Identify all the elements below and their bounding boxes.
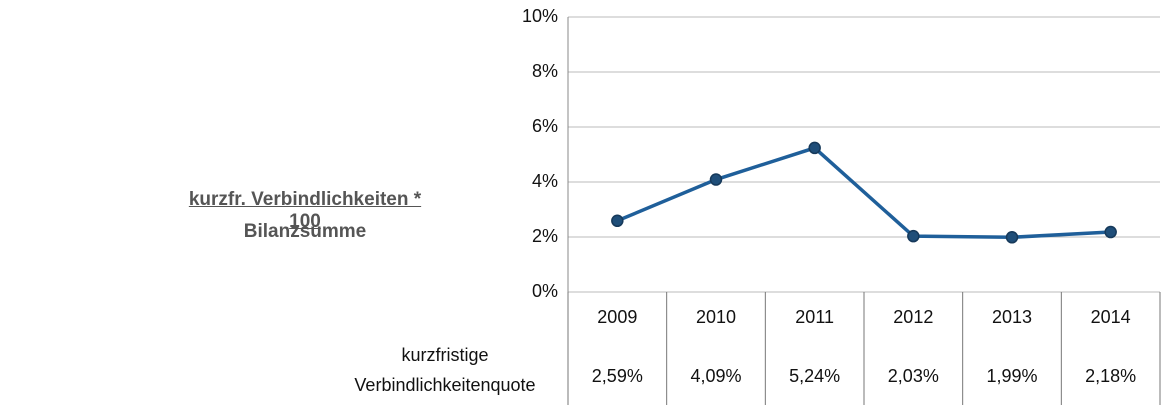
x-tick-label: 2011: [795, 307, 834, 327]
x-tick-label: 2013: [992, 307, 1032, 327]
series-name: kurzfristige Verbindlichkeitenquote: [354, 345, 536, 395]
marker: [808, 141, 821, 155]
value-label: 5,24%: [789, 366, 840, 386]
value-label: 2,18%: [1085, 366, 1136, 386]
value-label: 2,03%: [888, 366, 939, 386]
formula-denominator: Bilanzsumme: [243, 221, 367, 242]
marker: [1104, 225, 1117, 239]
formula-numerator: kurzfr. Verbindlichkeiten * 100: [188, 189, 422, 232]
x-tick-label: 2012: [893, 307, 933, 327]
marker: [907, 229, 920, 243]
y-tick-label: 0%: [532, 281, 558, 301]
x-tick-label: 2009: [597, 307, 637, 327]
marker: [611, 214, 624, 228]
marker: [709, 173, 723, 186]
y-tick-label: 6%: [532, 116, 558, 136]
marker: [1005, 231, 1019, 244]
y-tick-label: 10%: [522, 6, 558, 26]
series-name-box: kurzfristige Verbindlichkeitenquote: [300, 340, 565, 400]
x-tick-label: 2014: [1091, 307, 1131, 327]
y-tick-label: 8%: [532, 61, 558, 81]
value-label: 1,99%: [986, 366, 1037, 386]
value-label: 4,09%: [690, 366, 741, 386]
line: [616, 145, 1111, 240]
value-label: 2,59%: [592, 366, 643, 386]
y-tick-label: 2%: [532, 226, 558, 246]
y-tick-label: 4%: [532, 171, 558, 191]
x-tick-label: 2010: [696, 307, 736, 327]
